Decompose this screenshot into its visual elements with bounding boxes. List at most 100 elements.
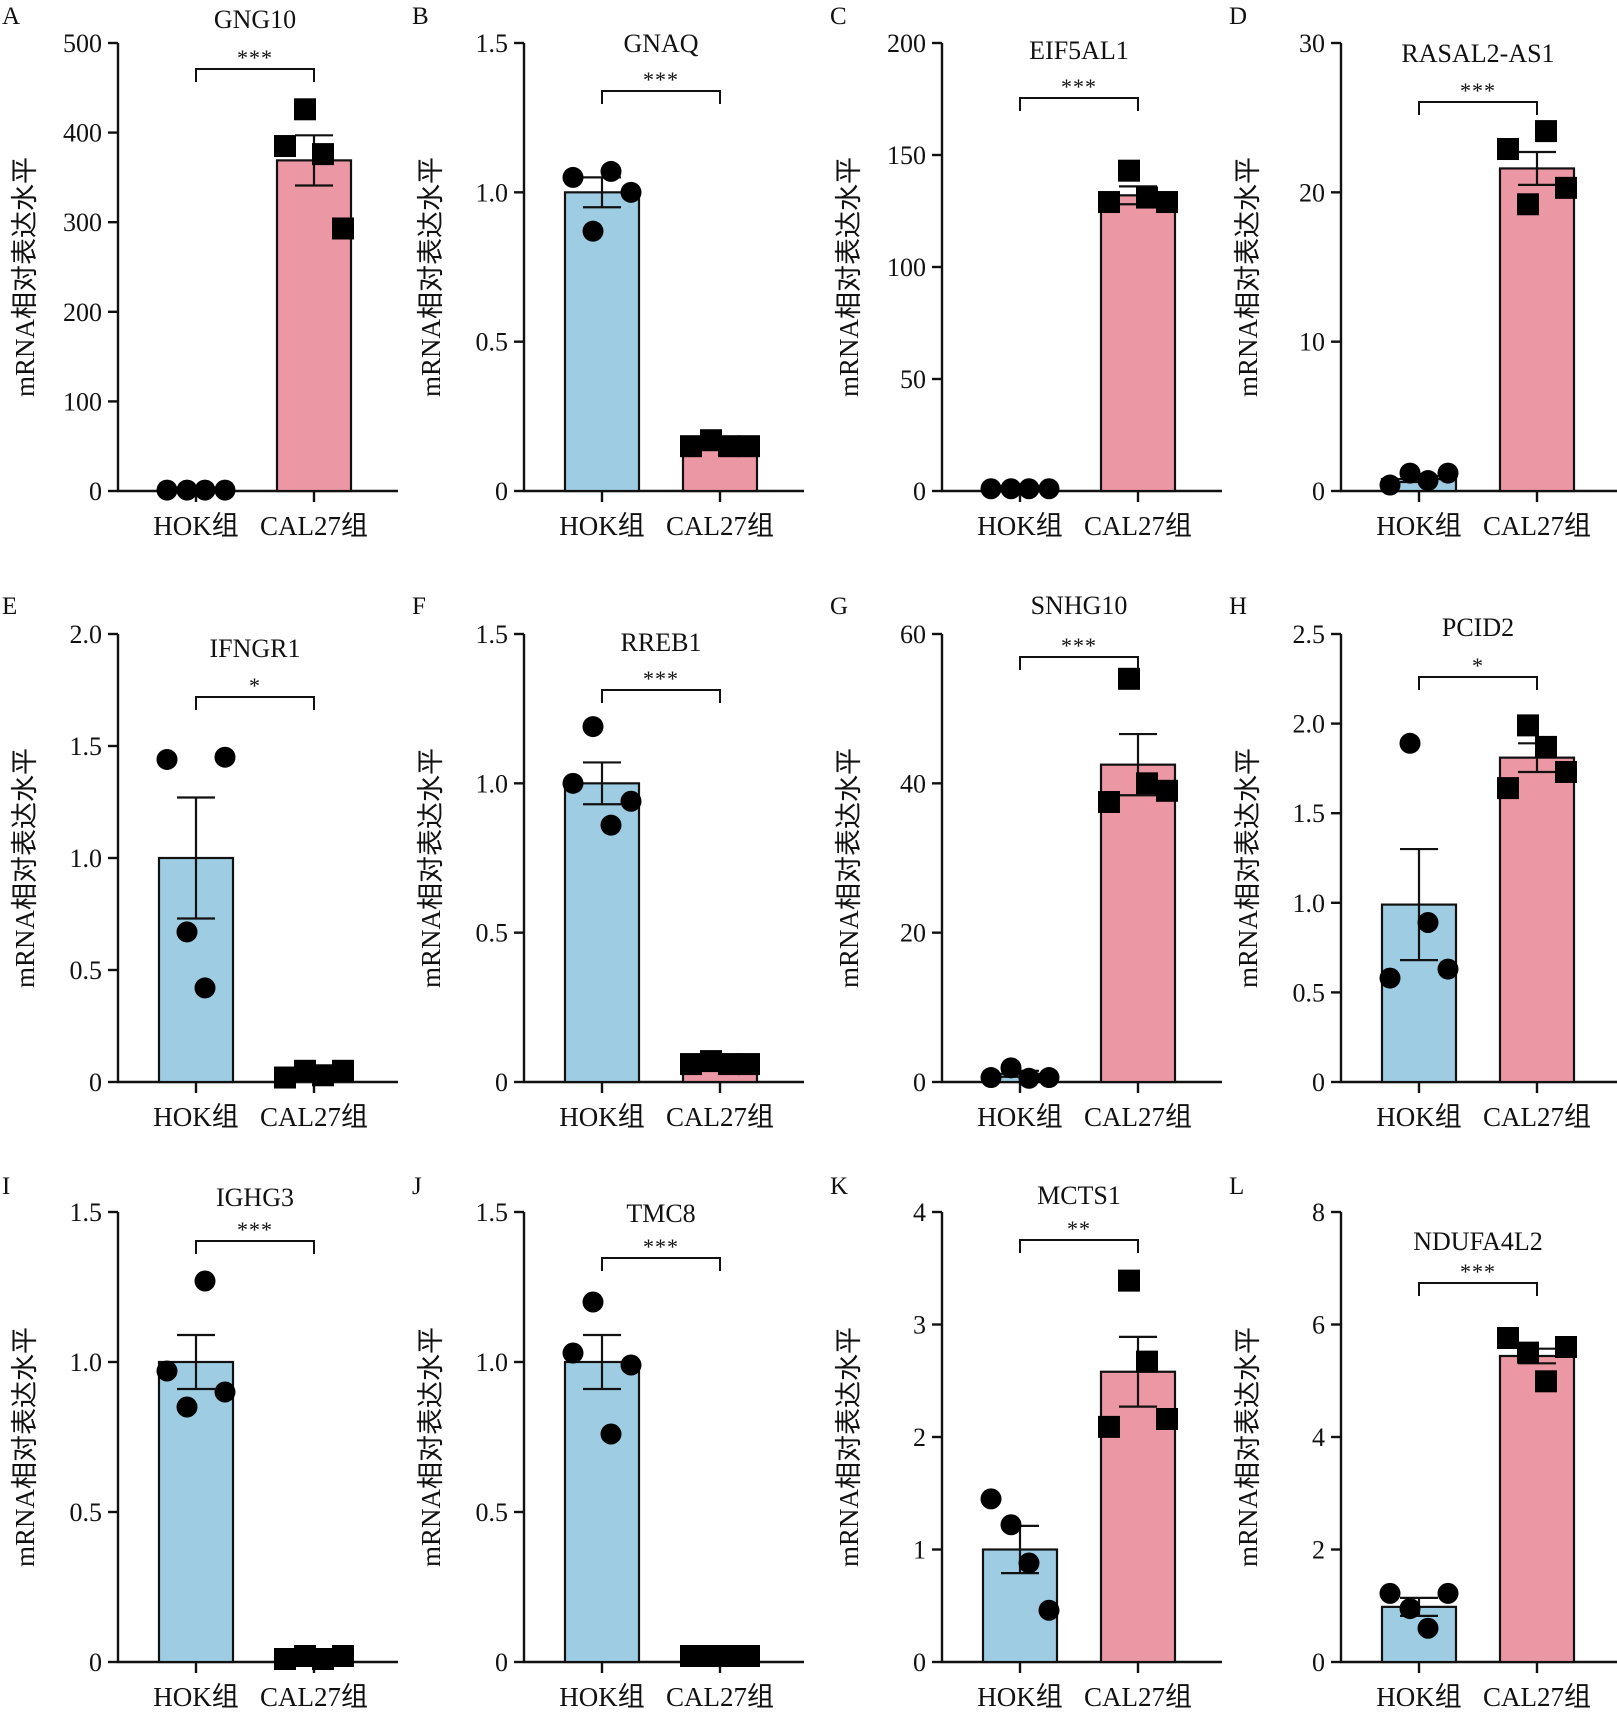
data-point-hok: [214, 746, 236, 768]
data-point-cal27: [1118, 1269, 1140, 1292]
y-tick-label: 200: [887, 29, 926, 58]
x-tick-label: CAL27组: [666, 511, 774, 541]
y-axis-title: mRNA相对表达水平: [416, 1327, 446, 1567]
data-point-cal27: [1098, 1415, 1120, 1438]
data-point-cal27: [294, 1645, 316, 1667]
data-point-hok: [1000, 1514, 1022, 1536]
significance-label: ***: [1061, 633, 1097, 658]
y-tick-label: 1: [913, 1536, 926, 1565]
y-tick-label: 10: [1299, 328, 1325, 357]
error-bar: [583, 1333, 621, 1391]
panel-letter: I: [2, 1173, 10, 1200]
data-point-cal27: [680, 1053, 702, 1076]
y-tick-label: 0: [495, 1648, 508, 1677]
x-tick-label: CAL27组: [260, 1102, 368, 1132]
data-point-hok: [600, 1423, 622, 1445]
y-axis-title: mRNA相对表达水平: [416, 748, 446, 988]
significance-label: ***: [237, 1217, 273, 1242]
data-point-hok: [1417, 1617, 1439, 1639]
x-tick-label: HOK组: [977, 511, 1063, 541]
data-point-hok: [1399, 462, 1421, 484]
data-point-cal27: [312, 1064, 334, 1087]
y-axis-title: mRNA相对表达水平: [1233, 748, 1263, 988]
y-tick-label: 20: [1299, 178, 1325, 207]
data-point-hok: [562, 772, 584, 794]
y-tick-label: 1.5: [70, 1198, 103, 1227]
data-point-cal27: [1136, 772, 1158, 795]
x-tick-label: HOK组: [1376, 511, 1462, 541]
data-point-hok: [194, 479, 216, 501]
significance-bracket: [1019, 97, 1139, 111]
data-point-hok: [156, 748, 178, 770]
x-tick-label: HOK组: [977, 1682, 1063, 1712]
error-bar: [177, 1333, 215, 1391]
y-tick-label: 2.5: [1293, 620, 1326, 649]
gene-title: PCID2: [1442, 613, 1514, 642]
significance-label: **: [1067, 1216, 1091, 1241]
y-axis-title: mRNA相对表达水平: [834, 1327, 864, 1567]
panel-g: G SNHG10 0 20 40 60 mRNA相对表达水平 HOK组 CAL27组 ***: [830, 591, 1222, 1132]
data-point-hok: [1018, 1067, 1040, 1089]
data-point-hok: [214, 479, 236, 501]
y-tick-label: 0: [495, 1068, 508, 1097]
significance-label: ***: [1460, 78, 1496, 103]
x-tick-label: CAL27组: [1483, 1102, 1591, 1132]
y-tick-label: 8: [1312, 1198, 1325, 1227]
data-point-hok: [1417, 912, 1439, 934]
gene-title: IGHG3: [216, 1183, 294, 1212]
x-tick-label: HOK组: [559, 1682, 645, 1712]
x-tick-label: CAL27组: [260, 1682, 368, 1712]
x-tick-label: HOK组: [153, 1682, 239, 1712]
y-tick-label: 0: [1312, 1068, 1325, 1097]
x-tick-label: CAL27组: [666, 1682, 774, 1712]
significance-bracket: [1019, 656, 1139, 670]
data-point-cal27: [1555, 760, 1577, 783]
data-point-hok: [620, 790, 642, 812]
data-point-cal27: [680, 1645, 702, 1667]
x-tick-label: HOK组: [1376, 1102, 1462, 1132]
panel-letter: J: [412, 1173, 422, 1200]
data-point-cal27: [1156, 1408, 1178, 1430]
gene-title: IFNGR1: [209, 634, 300, 663]
data-point-hok: [980, 1067, 1002, 1089]
data-point-cal27: [718, 1645, 740, 1667]
data-point-hok: [582, 716, 604, 738]
y-tick-label: 0.5: [70, 1498, 103, 1527]
data-point-hok: [1399, 1598, 1421, 1620]
panel-f: F RREB1 0 0.5 1.0 1.5 mRNA相对表达水平 HOK组 CAL27组 ***: [412, 593, 804, 1132]
panel-letter: F: [412, 593, 426, 620]
significance-label: *: [249, 673, 261, 698]
gene-title: RASAL2-AS1: [1401, 39, 1554, 68]
bar-cal27: [1099, 763, 1177, 1084]
data-point-hok: [980, 478, 1002, 500]
panel-letter: G: [830, 593, 848, 620]
panel-a: A GNG10 0 100 200 300 400 500 mRNA相对表达水平 HOK组 CAL2…: [2, 3, 398, 541]
data-point-hok: [1038, 1599, 1060, 1621]
x-tick-label: HOK组: [153, 511, 239, 541]
data-point-cal27: [294, 98, 316, 121]
y-tick-label: 2: [913, 1423, 926, 1452]
data-point-hok: [1038, 478, 1060, 500]
data-point-hok: [1437, 1582, 1459, 1604]
panel-c: C EIF5AL1 0 50 100 150 200 mRNA相对表达水平 HOK组 CAL27组…: [830, 3, 1222, 541]
y-tick-label: 1.5: [70, 732, 103, 761]
panel-letter: D: [1229, 3, 1247, 30]
data-point-cal27: [332, 217, 354, 240]
data-point-hok: [1379, 967, 1401, 989]
data-point-hok: [1379, 474, 1401, 496]
data-point-cal27: [294, 1059, 316, 1082]
y-tick-label: 1.5: [1293, 799, 1326, 828]
data-point-cal27: [700, 429, 722, 452]
y-tick-label: 4: [1312, 1423, 1325, 1452]
x-tick-label: CAL27组: [666, 1102, 774, 1132]
x-tick-label: CAL27组: [1483, 1682, 1591, 1712]
y-tick-label: 1.5: [476, 1198, 509, 1227]
data-point-hok: [1018, 478, 1040, 500]
data-point-cal27: [274, 135, 296, 158]
data-point-cal27: [1497, 777, 1519, 800]
y-tick-label: 0: [89, 477, 102, 506]
significance-bracket: [1019, 1239, 1139, 1253]
y-tick-label: 0: [913, 1648, 926, 1677]
significance-label: ***: [1460, 1259, 1496, 1284]
